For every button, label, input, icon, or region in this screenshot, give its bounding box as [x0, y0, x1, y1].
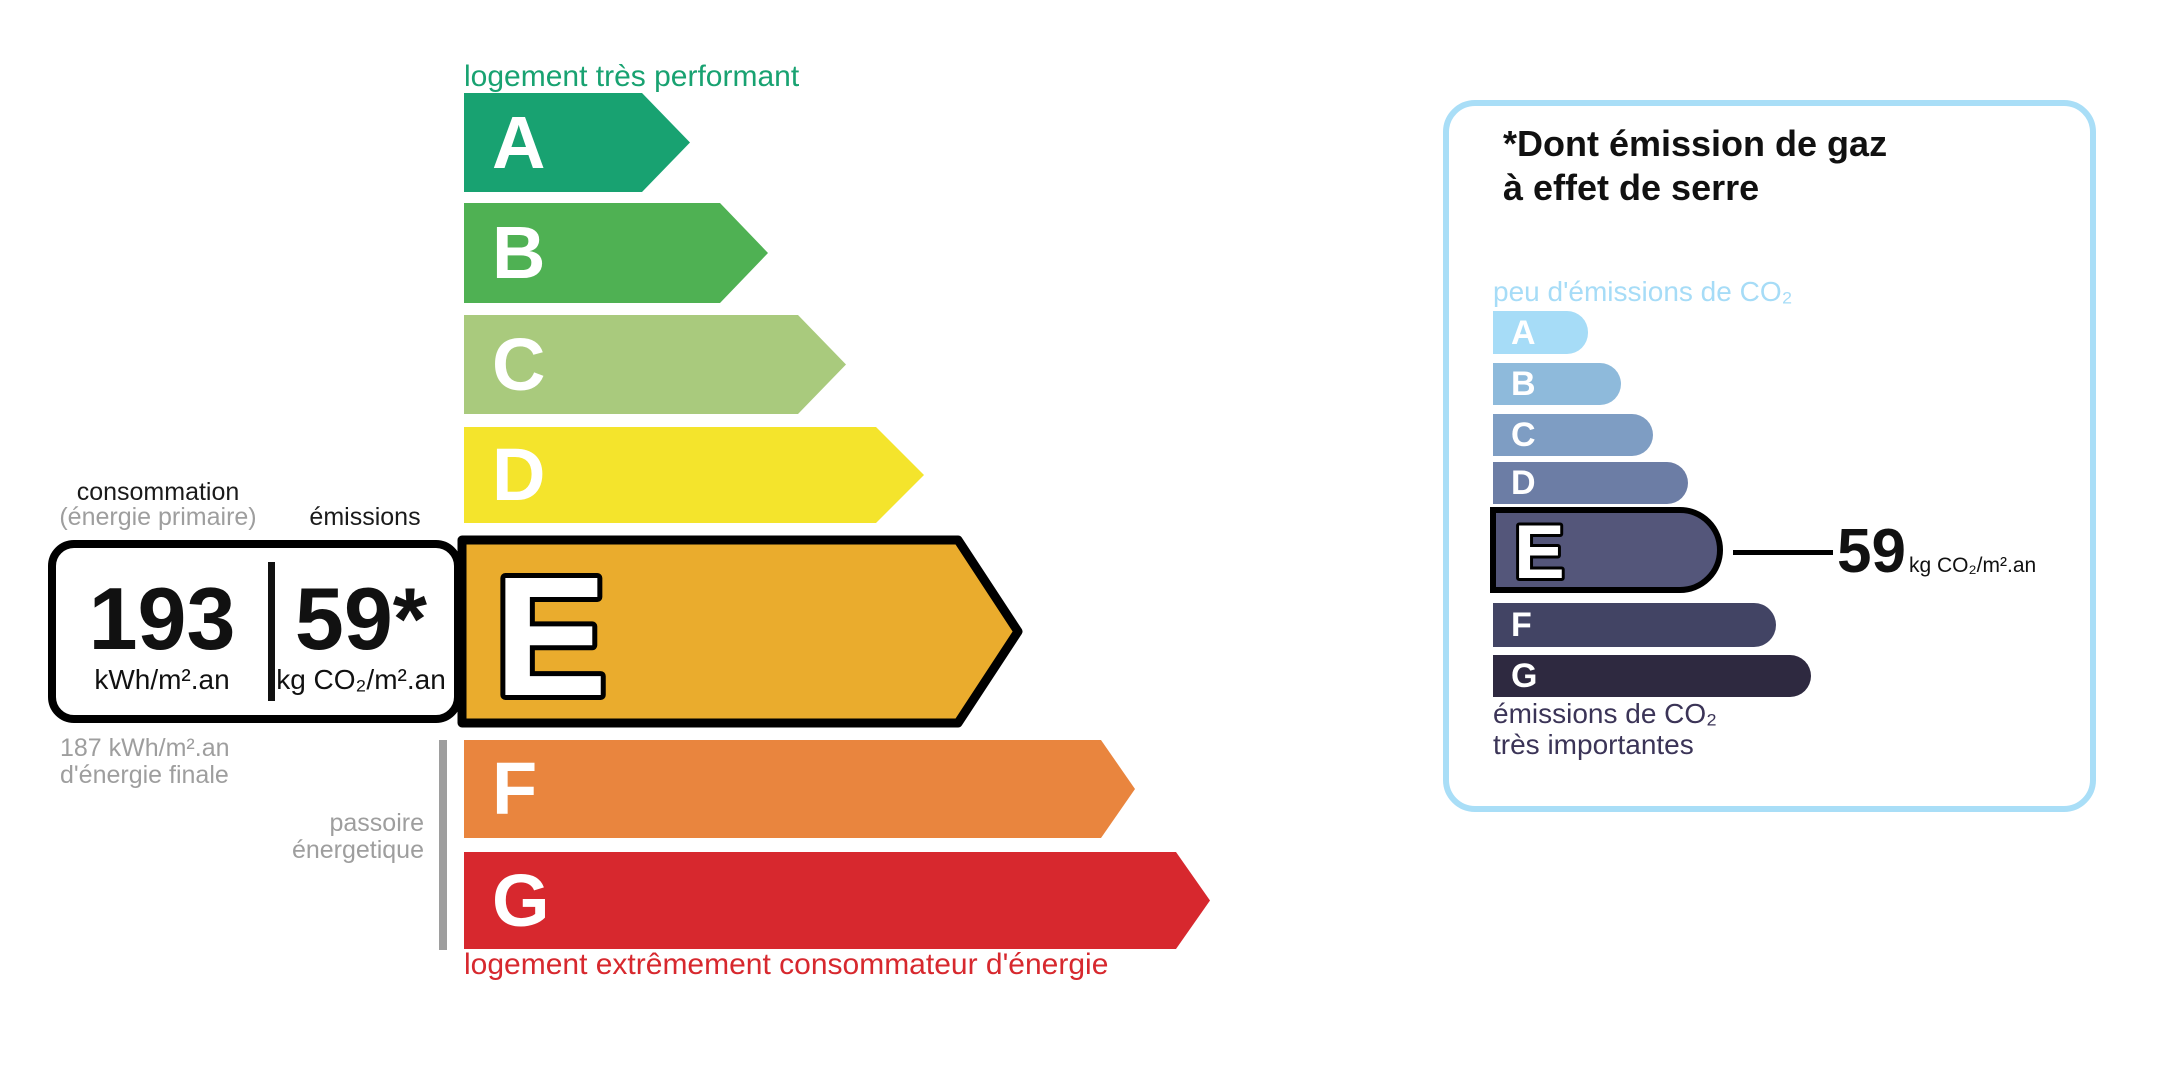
emissions-value: 59*	[294, 569, 428, 669]
final-energy-line2: d'énergie finale	[60, 761, 229, 789]
energy-sieve-note: passoire énergetique	[144, 810, 424, 864]
co2-value-unit: kg CO₂/m².an	[1909, 554, 2037, 577]
energy-grade-d-arrow: D	[464, 427, 924, 523]
co2-grade-c-letter: C	[1511, 416, 1536, 454]
co2-grade-g-bar: G	[1493, 655, 1811, 697]
co2-grade-a-bar: A	[1493, 311, 1588, 354]
energy-grade-a-arrow: A	[464, 93, 690, 192]
primary-energy-cell: 193 kWh/m².an	[56, 548, 268, 715]
grade-g-letter: G	[492, 858, 550, 942]
consumption-value-box: 193 kWh/m².an 59* kg CO₂/m².an	[48, 540, 462, 723]
emissions-unit: kg CO₂/m².an	[276, 663, 446, 695]
box-divider	[268, 562, 275, 701]
energy-grade-c-arrow: C	[464, 315, 846, 414]
co2-value: 59	[1837, 517, 1906, 586]
co2-grade-e-letter: E	[1514, 510, 1565, 595]
emissions-label: émissions	[309, 503, 421, 531]
co2-footer-line2: très importantes	[1493, 729, 1694, 760]
grade-f-letter: F	[492, 747, 538, 830]
final-energy-line1: 187 kWh/m².an	[60, 734, 230, 762]
energy-scale-header: logement très performant	[464, 60, 800, 93]
co2-grade-b-letter: B	[1511, 365, 1536, 403]
energy-scale-footer: logement extrêmement consommateur d'éner…	[464, 948, 1109, 981]
co2-grade-c-bar: C	[1493, 414, 1653, 456]
final-energy-note: 187 kWh/m².an d'énergie finale	[60, 735, 230, 789]
energy-sieve-line1: passoire	[329, 809, 425, 837]
energy-sieve-line2: énergetique	[291, 836, 424, 864]
energy-grade-g-arrow: G	[464, 852, 1210, 949]
co2-grade-d-bar: D	[1493, 462, 1688, 504]
primary-energy-label: (énergie primaire)	[59, 503, 257, 531]
co2-grade-b-bar: B	[1493, 363, 1621, 405]
consumption-label: consommation	[76, 478, 240, 506]
co2-title-line2: à effet de serre	[1503, 167, 1760, 208]
co2-footer-line1: émissions de CO₂	[1493, 698, 1718, 729]
primary-energy-value: 193	[88, 569, 236, 669]
co2-grade-e-bar-current: E	[1490, 507, 1723, 598]
co2-scale-header: peu d'émissions de CO₂	[1493, 276, 1793, 307]
energy-grade-e-arrow-current: E	[457, 535, 1023, 737]
co2-grade-f-letter: F	[1511, 606, 1532, 644]
grade-b-letter: B	[492, 211, 546, 294]
co2-grade-d-letter: D	[1511, 464, 1536, 502]
emissions-cell: 59* kg CO₂/m².an	[268, 548, 454, 715]
co2-grade-a-letter: A	[1511, 313, 1536, 352]
energy-grade-b-arrow: B	[464, 203, 768, 303]
energy-grade-f-arrow: F	[464, 740, 1135, 838]
primary-energy-unit: kWh/m².an	[94, 663, 230, 695]
co2-grade-f-bar: F	[1493, 603, 1776, 647]
grade-c-letter: C	[492, 322, 546, 406]
co2-grade-g-letter: G	[1511, 657, 1538, 695]
co2-panel-title: *Dont émission de gaz à effet de serre	[1503, 122, 1887, 210]
co2-value-connector-line	[1733, 550, 1833, 555]
co2-emissions-panel: *Dont émission de gaz à effet de serre p…	[1443, 100, 2096, 812]
energy-sieve-bracket	[439, 740, 447, 950]
grade-a-letter: A	[492, 100, 546, 184]
grade-d-letter: D	[492, 433, 546, 516]
grade-e-letter: E	[494, 542, 607, 732]
co2-scale-footer: émissions de CO₂ très importantes	[1493, 698, 1717, 760]
co2-title-line1: *Dont émission de gaz	[1503, 123, 1888, 164]
